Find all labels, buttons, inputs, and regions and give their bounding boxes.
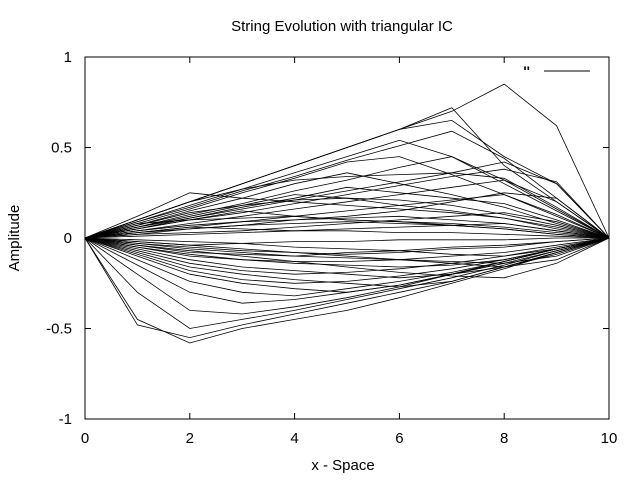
series-line-15 [84, 226, 610, 239]
series-line-39 [84, 215, 610, 239]
series-line-31 [84, 237, 610, 275]
series-line-9 [84, 179, 610, 239]
y-tick-label-0: -1 [59, 411, 72, 428]
series-line-29 [84, 237, 610, 264]
series-line-3 [84, 156, 610, 239]
series-line-35 [84, 172, 610, 239]
series-line-34 [84, 161, 610, 239]
y-tick-label-4: 1 [64, 49, 72, 66]
series-line-2 [84, 139, 610, 239]
series-line-12 [84, 130, 610, 239]
series-line-24 [84, 237, 610, 297]
series-line-13 [84, 168, 610, 239]
series-line-18 [84, 237, 610, 257]
x-tick-label-5: 10 [601, 430, 618, 447]
y-axis-label: Amplitude [6, 205, 23, 272]
series-line-36 [84, 156, 610, 239]
series-line-0 [84, 83, 610, 239]
series-line-30 [84, 237, 610, 268]
series-line-27 [84, 237, 610, 279]
x-axis-label: x - Space [311, 457, 374, 474]
axes-layer: 0 2 4 6 8 10 -1 -0.5 0 0.5 1 [46, 49, 617, 447]
series-line-40 [84, 237, 610, 262]
series-line-22 [84, 237, 610, 315]
x-tick-label-0: 0 [81, 430, 89, 447]
series-line-19 [84, 237, 610, 344]
y-tick-label-3: 0.5 [51, 140, 72, 157]
series-line-26 [84, 237, 610, 288]
series-line-10 [84, 192, 610, 239]
plot-frame [84, 56, 610, 420]
series-line-33 [84, 215, 610, 239]
series-line-7 [84, 192, 610, 239]
y-tick-label-1: -0.5 [46, 321, 72, 338]
series-line-4 [84, 172, 610, 239]
chart-title: String Evolution with triangular IC [231, 18, 453, 35]
x-tick-label-2: 4 [290, 430, 298, 447]
series-line-21 [84, 237, 610, 329]
series-line-25 [84, 237, 610, 293]
series-layer [84, 83, 610, 344]
legend-label: '' [523, 63, 530, 79]
series-line-1 [84, 119, 610, 239]
series-line-44 [84, 237, 610, 279]
x-tick-label-3: 6 [395, 430, 403, 447]
series-line-20 [84, 237, 610, 339]
y-tick-label-2: 0 [64, 230, 72, 247]
series-line-38 [84, 237, 610, 257]
legend: '' [523, 63, 590, 79]
series-line-43 [84, 197, 610, 239]
x-tick-label-1: 2 [186, 430, 194, 447]
series-line-32 [84, 237, 610, 284]
series-line-37 [84, 212, 610, 239]
x-tick-label-4: 8 [500, 430, 508, 447]
series-line-42 [84, 237, 610, 255]
series-line-41 [84, 221, 610, 239]
